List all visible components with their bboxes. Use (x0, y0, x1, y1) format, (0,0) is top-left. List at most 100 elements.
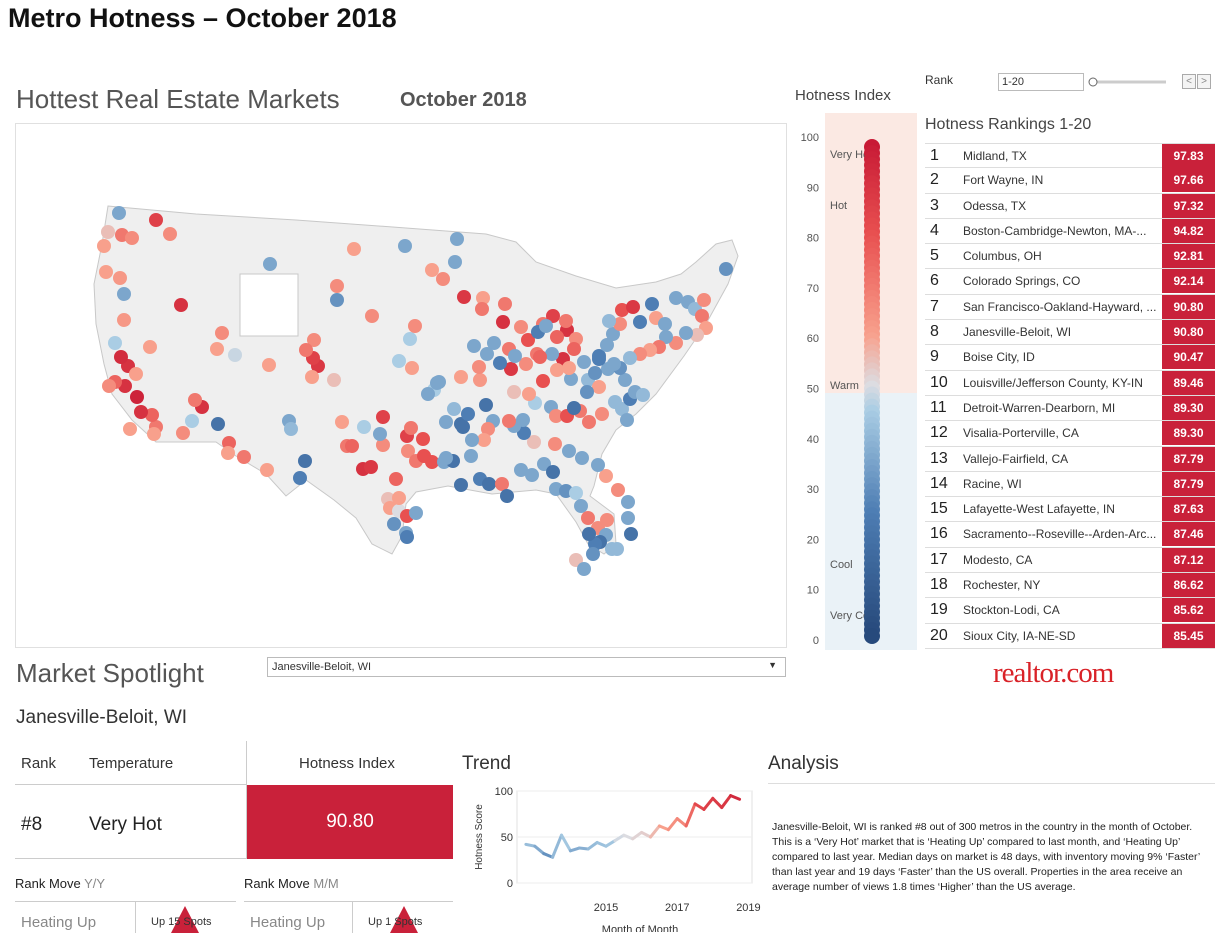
market-dot[interactable] (599, 469, 613, 483)
market-dot[interactable] (562, 444, 576, 458)
market-dot[interactable] (636, 388, 650, 402)
market-dot[interactable] (477, 433, 491, 447)
market-dot[interactable] (519, 357, 533, 371)
map-canvas[interactable] (16, 124, 788, 649)
market-dot[interactable] (403, 332, 417, 346)
market-dot[interactable] (439, 415, 453, 429)
market-dot[interactable] (533, 350, 547, 364)
market-dot[interactable] (454, 478, 468, 492)
market-dot[interactable] (262, 358, 276, 372)
market-dot[interactable] (591, 458, 605, 472)
ranking-row[interactable]: 2 Fort Wayne, IN 97.66 (925, 168, 1215, 194)
market-dot[interactable] (495, 477, 509, 491)
market-dot[interactable] (645, 297, 659, 311)
market-dot[interactable] (592, 349, 606, 363)
market-dot[interactable] (527, 435, 541, 449)
market-dot[interactable] (450, 232, 464, 246)
ranking-row[interactable]: 10 Louisville/Jefferson County, KY-IN 89.4… (925, 370, 1215, 396)
market-dot[interactable] (498, 297, 512, 311)
market-dot[interactable] (482, 477, 496, 491)
market-dot[interactable] (546, 465, 560, 479)
ranking-row[interactable]: 5 Columbus, OH 92.81 (925, 244, 1215, 270)
market-dot[interactable] (298, 454, 312, 468)
market-dot[interactable] (125, 231, 139, 245)
market-dot[interactable] (521, 333, 535, 347)
market-dot[interactable] (577, 562, 591, 576)
market-dot[interactable] (454, 370, 468, 384)
market-dot[interactable] (586, 547, 600, 561)
market-dot[interactable] (575, 451, 589, 465)
market-dot[interactable] (473, 373, 487, 387)
market-dot[interactable] (389, 472, 403, 486)
market-dot[interactable] (624, 527, 638, 541)
ranking-row[interactable]: 7 San Francisco-Oakland-Hayward, ... 90.80 (925, 294, 1215, 321)
market-dot[interactable] (364, 460, 378, 474)
market-dot[interactable] (504, 362, 518, 376)
market-dot[interactable] (679, 326, 693, 340)
market-dot[interactable] (113, 271, 127, 285)
ranking-row[interactable]: 14 Racine, WI 87.79 (925, 471, 1215, 498)
market-dot[interactable] (421, 387, 435, 401)
trend-chart[interactable]: Hotness Score Month of Month 100 50 0 2015 2… (462, 775, 762, 932)
market-dot[interactable] (610, 542, 624, 556)
market-dot[interactable] (347, 242, 361, 256)
ranking-row[interactable]: 1 Midland, TX 97.83 (925, 143, 1215, 169)
market-dot[interactable] (134, 405, 148, 419)
market-dot[interactable] (408, 319, 422, 333)
slider-handle[interactable] (1088, 77, 1098, 87)
market-dot[interactable] (149, 213, 163, 227)
next-button[interactable]: > (1197, 74, 1211, 89)
market-dot[interactable] (659, 330, 673, 344)
market-dot[interactable] (559, 314, 573, 328)
market-dot[interactable] (567, 401, 581, 415)
market-dot[interactable] (550, 363, 564, 377)
rank-slider[interactable] (1088, 76, 1166, 88)
market-dot[interactable] (581, 511, 595, 525)
ranking-row[interactable]: 6 Colorado Springs, CO 92.14 (925, 269, 1215, 295)
market-dot[interactable] (539, 319, 553, 333)
market-dot[interactable] (401, 444, 415, 458)
market-dot[interactable] (211, 417, 225, 431)
ranking-row[interactable]: 11 Detroit-Warren-Dearborn, MI 89.30 (925, 395, 1215, 422)
market-dot[interactable] (697, 293, 711, 307)
market-dot[interactable] (569, 553, 583, 567)
market-dot[interactable] (562, 361, 576, 375)
market-dot[interactable] (237, 450, 251, 464)
market-dot[interactable] (117, 313, 131, 327)
market-dot[interactable] (493, 356, 507, 370)
market-dot[interactable] (215, 326, 229, 340)
market-dot[interactable] (545, 347, 559, 361)
market-dot[interactable] (502, 414, 516, 428)
market-dot[interactable] (582, 527, 596, 541)
market-dot[interactable] (456, 420, 470, 434)
market-dot[interactable] (618, 373, 632, 387)
market-dot[interactable] (299, 343, 313, 357)
market-dot[interactable] (335, 415, 349, 429)
market-dot[interactable] (405, 361, 419, 375)
market-dot[interactable] (480, 347, 494, 361)
market-dot[interactable] (467, 339, 481, 353)
ranking-row[interactable]: 19 Stockton-Lodi, CA 85.62 (925, 598, 1215, 624)
market-dot[interactable] (376, 410, 390, 424)
rank-filter-input[interactable]: 1-20 (998, 73, 1084, 91)
ranking-row[interactable]: 8 Janesville-Beloit, WI 90.80 (925, 320, 1215, 346)
market-dot[interactable] (600, 513, 614, 527)
market-dot[interactable] (114, 350, 128, 364)
market-dot[interactable] (588, 366, 602, 380)
market-dot[interactable] (117, 287, 131, 301)
market-dot[interactable] (398, 239, 412, 253)
market-dot[interactable] (221, 446, 235, 460)
market-dot[interactable] (461, 407, 475, 421)
market-dot[interactable] (548, 437, 562, 451)
market-dot[interactable] (307, 333, 321, 347)
market-dot[interactable] (621, 511, 635, 525)
market-dot[interactable] (472, 360, 486, 374)
ranking-row[interactable]: 15 Lafayette-West Lafayette, IN 87.63 (925, 497, 1215, 523)
market-dot[interactable] (602, 314, 616, 328)
ranking-row[interactable]: 20 Sioux City, IA-NE-SD 85.45 (925, 623, 1215, 649)
market-dot[interactable] (108, 336, 122, 350)
market-dot[interactable] (376, 438, 390, 452)
market-dot[interactable] (439, 451, 453, 465)
market-dot[interactable] (577, 355, 591, 369)
market-dot[interactable] (549, 409, 563, 423)
